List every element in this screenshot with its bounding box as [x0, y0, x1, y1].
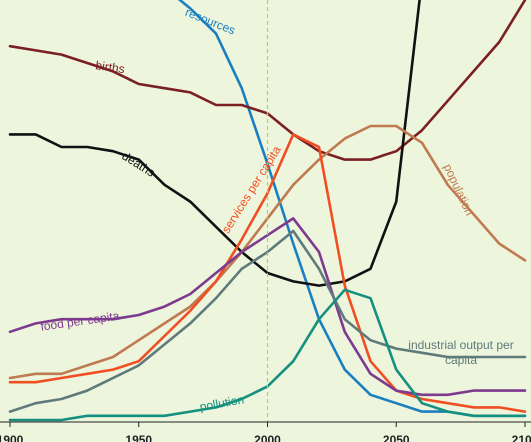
series-line: [8, 133, 527, 413]
series-line: [8, 217, 527, 397]
series-label: industrial output per capita: [408, 338, 514, 367]
series-label-box: industrial output per capita: [408, 338, 514, 367]
series-label: births: [95, 58, 126, 76]
x-tick-label: 2000: [254, 433, 281, 442]
series-line: [8, 0, 421, 287]
x-tick-label: 2050: [383, 433, 410, 442]
x-tick-label: 2100: [512, 433, 531, 442]
x-tick-label: 1950: [125, 433, 152, 442]
x-tick-label: 1900: [0, 433, 24, 442]
